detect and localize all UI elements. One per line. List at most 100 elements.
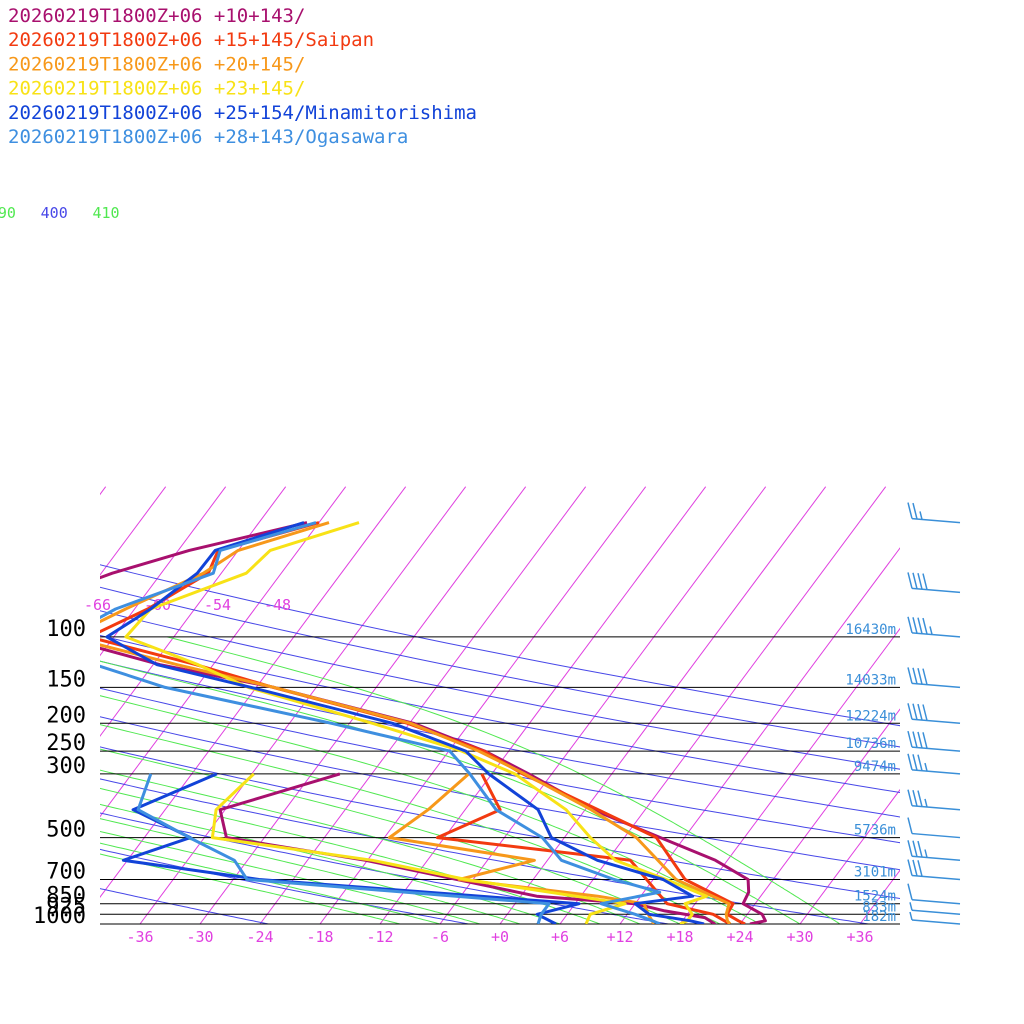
- dewpoint-profile-line: [136, 773, 551, 924]
- dewpoint-profile-line: [435, 773, 731, 924]
- height-label: 833m: [862, 899, 896, 915]
- x-tick-label: +18: [666, 928, 693, 946]
- height-label: 5736m: [854, 823, 896, 839]
- temperature-profile-line: [100, 521, 662, 924]
- wind-barb-icon: [907, 703, 961, 725]
- wind-barb-icon: [907, 840, 961, 862]
- wind-barb-halfflag: [909, 911, 913, 921]
- wind-barb-flag: [917, 790, 923, 807]
- wind-barb-flag: [922, 668, 928, 685]
- wind-barb-flag: [912, 731, 918, 748]
- isotherm-line: [799, 788, 900, 924]
- wind-barb-flag: [912, 667, 918, 685]
- pressure-label: 150: [46, 667, 86, 692]
- wind-barb-flag: [912, 859, 918, 877]
- wind-barb-flag: [917, 840, 923, 858]
- x-tick-label: +12: [606, 928, 633, 946]
- upper-isotherm-label: -54: [204, 596, 231, 614]
- height-label: 3101m: [854, 865, 896, 881]
- isotherm-line: [739, 708, 900, 924]
- wind-barb-flag: [912, 703, 918, 720]
- isotherm-line: [100, 486, 167, 576]
- isotherm-line: [319, 486, 647, 924]
- legend-entry: 20260219T1800Z+06 +28+143/Ogasawara: [8, 126, 408, 148]
- x-tick-label: -36: [126, 928, 153, 946]
- wind-barb-staff: [911, 919, 961, 925]
- isotherm-line: [679, 627, 900, 924]
- wind-barb-flag: [907, 703, 913, 720]
- x-tick-label: -12: [366, 928, 393, 946]
- upper-isotherm-label: -48: [264, 596, 291, 614]
- x-tick-label: +24: [726, 928, 753, 946]
- wind-barb-flag: [922, 704, 928, 721]
- isotherm-line: [199, 486, 527, 924]
- wind-barb-icon: [907, 883, 961, 905]
- wind-barb-staff: [911, 855, 961, 862]
- wind-barb-halfflag: [919, 511, 923, 520]
- height-label: 16430m: [845, 622, 896, 638]
- pressure-label: 250: [46, 731, 86, 756]
- wind-barb-staff: [911, 804, 961, 811]
- temperature-profile-line: [100, 521, 767, 924]
- dewpoint-profile-line: [210, 772, 627, 924]
- wind-barb-flag: [907, 859, 913, 876]
- wind-barb-flag: [907, 817, 913, 834]
- x-tick-label: -6: [431, 928, 449, 946]
- wind-barb-icon: [909, 911, 961, 925]
- isotherm-line: [100, 486, 347, 818]
- moist-adiabat-line: [100, 787, 601, 924]
- pressure-label: 1000: [33, 904, 86, 929]
- pressure-label: 850: [46, 884, 86, 909]
- temperature-profile-line: [105, 521, 705, 924]
- moist-adiabat-line: [100, 748, 681, 924]
- x-tick-label: +36: [846, 928, 873, 946]
- wind-barb-flag: [907, 667, 913, 684]
- wind-barb-halfflag: [924, 762, 928, 772]
- wind-barb-flag: [907, 753, 913, 771]
- wind-barb-icon: [907, 859, 961, 881]
- height-label: 1524m: [854, 889, 896, 905]
- wind-barb-flag: [917, 860, 923, 877]
- wind-barb-flag: [917, 754, 923, 771]
- pressure-label: 925: [46, 894, 86, 919]
- wind-barb-flag: [922, 732, 928, 749]
- wind-barb-flag: [912, 840, 918, 857]
- wind-barb-flag: [912, 572, 918, 589]
- wind-barb-halfflag: [924, 798, 928, 808]
- legend-entry: 20260219T1800Z+06 +23+145/: [8, 78, 305, 100]
- x-tick-label: -30: [186, 928, 213, 946]
- height-label: 10736m: [845, 736, 896, 752]
- pressure-label: 500: [46, 818, 86, 843]
- legend-entry: 20260219T1800Z+06 +25+154/Minamitorishim…: [8, 102, 477, 124]
- wind-barb-flag: [922, 617, 928, 635]
- isobar-lines: [100, 636, 900, 925]
- dry-adiabat-line: [100, 848, 472, 924]
- wind-barb-flag: [917, 731, 923, 749]
- x-tick-labels: -36 -30 -24 -18 -12 -6 +0 +6 +12 +18 +24 +30 +36: [126, 928, 873, 946]
- pressure-label: 200: [46, 703, 86, 728]
- height-labels: 16430m 14033m 12224m 10736m 9474m 5736m 3101m 1…: [845, 622, 896, 925]
- legend: 20260219T1800Z+06 +10+143/20260219T1800Z…: [8, 5, 477, 148]
- wind-barb-icon: [907, 730, 961, 752]
- x-tick-label: -24: [246, 928, 273, 946]
- dry-adiabat-line: [100, 812, 672, 924]
- dry-adiabat-line: [100, 746, 900, 899]
- wind-barb-icon: [907, 572, 961, 594]
- wind-barb-flag: [907, 502, 913, 519]
- wind-barb-staff: [911, 632, 961, 638]
- wind-barbs: [907, 502, 961, 925]
- upper-isotherm-labels: -66 -60 -54 -48: [84, 596, 291, 614]
- height-label: 12224m: [845, 708, 896, 724]
- wind-barb-staff: [911, 874, 961, 881]
- x-tick-label: -18: [306, 928, 333, 946]
- height-label: 182m: [862, 909, 896, 925]
- legend-entry: 20260219T1800Z+06 +15+145/Saipan: [8, 29, 374, 51]
- wind-barb-flag: [912, 754, 918, 771]
- wind-barb-flag: [907, 572, 913, 589]
- isotherm-line: [100, 486, 227, 657]
- wind-barb-flag: [917, 573, 923, 590]
- theta-labels: 310320330340350360370380390400410: [0, 204, 120, 222]
- wind-barb-flag: [917, 703, 923, 721]
- wind-barb-flag: [907, 616, 913, 634]
